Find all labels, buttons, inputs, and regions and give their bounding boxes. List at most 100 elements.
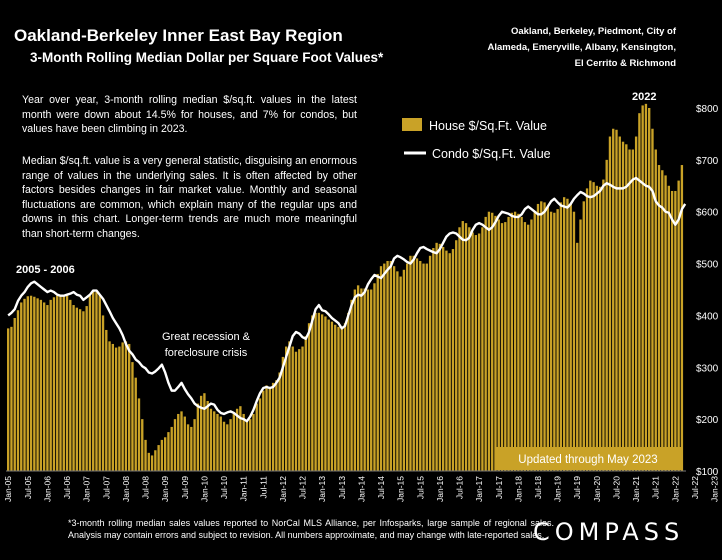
- x-tick-label: Jan-07: [82, 476, 92, 502]
- house-bar: [572, 211, 576, 471]
- house-bar: [268, 386, 271, 471]
- house-bar: [455, 240, 458, 471]
- house-bar: [615, 129, 618, 471]
- house-bar: [157, 445, 160, 471]
- house-bar: [608, 136, 612, 471]
- x-tick-label: Jan-20: [592, 476, 602, 502]
- house-bar: [507, 216, 510, 471]
- x-axis-ticks: Jan-05 Jul-05 Jan-06 Jul-06 Jan-07 Jul-07 Jan-…: [3, 476, 719, 502]
- house-bar: [311, 315, 314, 471]
- house-bar: [536, 203, 540, 471]
- x-tick-label: Jan-10: [199, 476, 209, 502]
- house-bar: [39, 299, 43, 471]
- house-bar: [199, 395, 203, 471]
- house-bar: [562, 197, 566, 471]
- house-bar: [131, 362, 134, 471]
- house-bar: [163, 437, 167, 471]
- house-bar: [226, 424, 229, 471]
- house-bar: [484, 216, 487, 471]
- x-tick-label: Jul-12: [298, 476, 308, 499]
- house-bar: [343, 323, 347, 471]
- house-bar: [196, 403, 200, 471]
- house-bar: [648, 108, 651, 471]
- house-bar: [458, 227, 461, 471]
- house-bar: [327, 319, 330, 471]
- house-bar: [517, 213, 520, 472]
- price-chart: $100$200$300$400$500$600$700$800 Jan-05 J…: [3, 91, 719, 502]
- legend-house-label: House $/Sq.Ft. Value: [429, 119, 547, 133]
- house-bar: [26, 296, 29, 471]
- house-bar: [543, 202, 546, 471]
- house-bar: [631, 149, 635, 472]
- x-tick-label: Jan-13: [317, 476, 327, 502]
- x-tick-label: Jul-15: [415, 476, 425, 499]
- x-tick-label: Jan-17: [474, 476, 484, 502]
- house-bar: [409, 255, 412, 471]
- house-bar: [412, 255, 415, 471]
- house-bar: [641, 105, 644, 471]
- annotation-2022: 2022: [632, 91, 656, 103]
- house-bar: [29, 295, 33, 471]
- house-bar: [82, 311, 85, 471]
- y-tick-label: $400: [696, 311, 719, 322]
- x-tick-label: Jan-22: [670, 476, 680, 502]
- house-bar: [62, 294, 65, 471]
- house-bar: [95, 292, 98, 471]
- house-bar: [680, 165, 684, 472]
- house-bar: [445, 250, 448, 471]
- house-bar: [183, 416, 186, 471]
- house-bar: [88, 295, 92, 471]
- house-bar: [556, 209, 559, 471]
- house-bar: [173, 419, 177, 471]
- house-bar: [242, 413, 245, 471]
- house-bar: [664, 175, 667, 471]
- x-tick-label: Jan-23: [710, 476, 720, 502]
- house-bar: [464, 223, 468, 471]
- y-tick-label: $200: [696, 415, 719, 426]
- house-bar: [504, 222, 507, 471]
- house-bar: [612, 128, 615, 472]
- house-bar: [546, 206, 549, 471]
- chart-title: Oakland-Berkeley Inner East Bay Region: [14, 26, 343, 45]
- house-bar: [559, 202, 563, 471]
- house-bar: [154, 450, 157, 471]
- compass-logo: COMPASS: [533, 518, 685, 546]
- house-bar: [553, 212, 556, 471]
- house-bar: [42, 302, 46, 471]
- house-bar: [520, 216, 523, 471]
- house-bar: [118, 346, 121, 471]
- house-bar: [52, 297, 56, 471]
- house-bar: [219, 416, 222, 471]
- x-tick-label: Jul-05: [23, 476, 33, 499]
- house-bar: [474, 235, 478, 471]
- house-bar: [10, 326, 13, 471]
- house-bar: [141, 419, 144, 471]
- x-tick-label: Jul-20: [612, 476, 622, 499]
- x-tick-label: Jul-09: [180, 476, 190, 499]
- house-bar: [101, 315, 105, 471]
- house-bar: [177, 413, 180, 471]
- x-tick-label: Jul-19: [572, 476, 582, 499]
- house-bar: [356, 285, 360, 471]
- house-bar: [602, 179, 605, 471]
- house-bar: [245, 421, 249, 471]
- house-bar: [291, 346, 294, 471]
- x-tick-label: Jul-08: [141, 476, 151, 499]
- house-bars: [7, 103, 684, 472]
- house-bar: [576, 242, 579, 471]
- updated-badge-text: Updated through May 2023: [518, 454, 657, 466]
- house-bar: [320, 314, 324, 471]
- house-bar: [20, 302, 23, 471]
- house-bar: [36, 298, 39, 471]
- house-bar: [618, 136, 621, 471]
- house-bar: [370, 289, 373, 471]
- house-bar: [422, 263, 425, 471]
- house-bar: [592, 182, 595, 471]
- house-bar: [363, 288, 366, 471]
- house-bar: [167, 432, 170, 471]
- house-bar: [487, 211, 491, 471]
- house-bar: [435, 242, 438, 471]
- house-bar: [471, 232, 474, 471]
- x-tick-label: Jan-14: [356, 476, 366, 502]
- house-bar: [278, 372, 281, 471]
